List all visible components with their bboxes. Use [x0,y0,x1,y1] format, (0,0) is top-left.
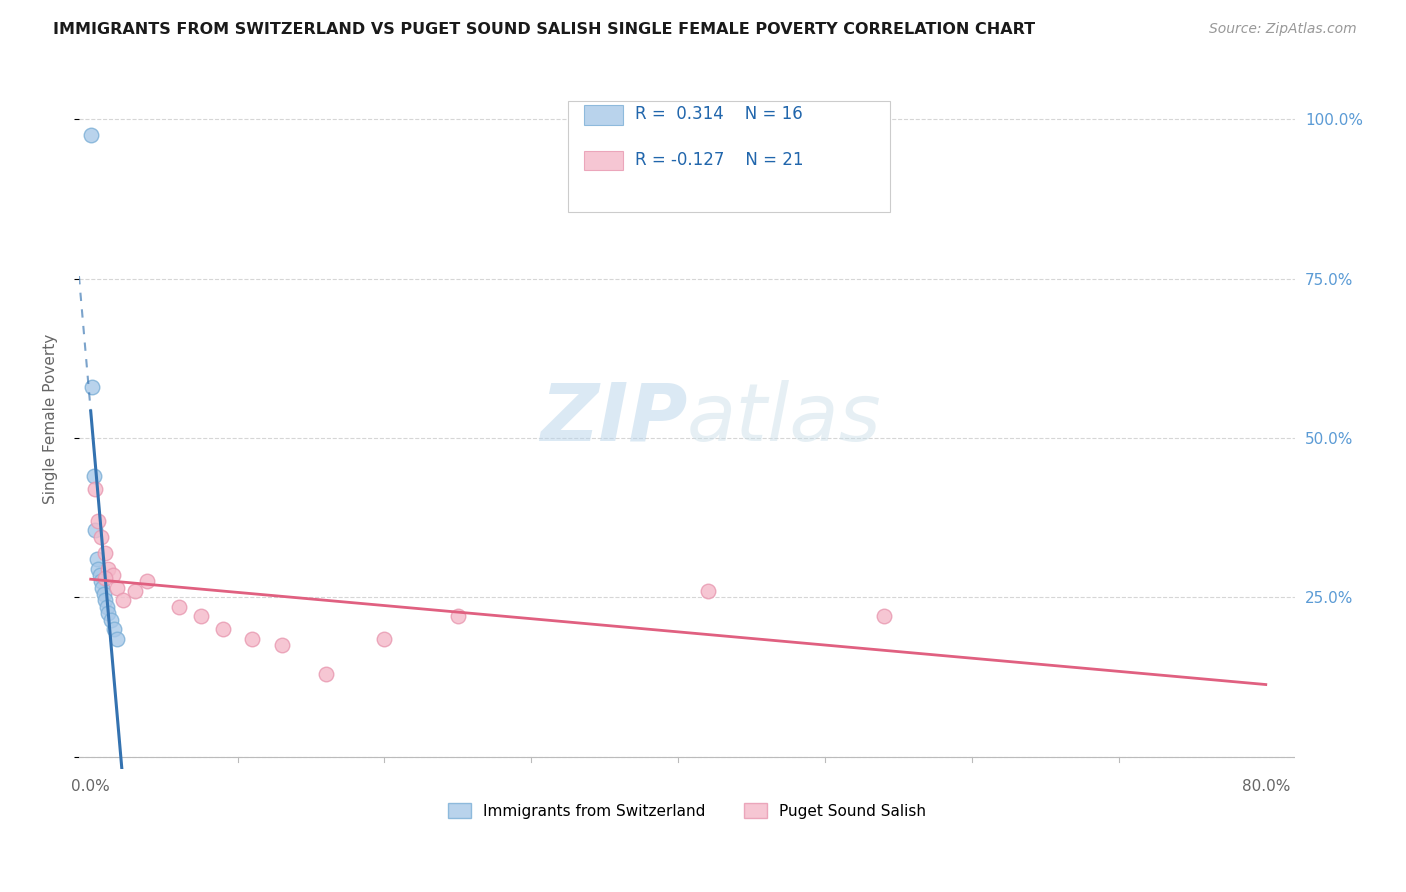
Point [111,593,134,607]
Point [93,587,115,601]
Point [270,638,292,652]
Point [80,128,103,143]
Text: R = -0.127    N = 21: R = -0.127 N = 21 [634,151,803,169]
Point [167,599,190,614]
Point [240,632,263,646]
Point [315,666,337,681]
Text: ZIP: ZIP [540,380,688,458]
FancyBboxPatch shape [583,105,623,125]
Point [447,609,470,624]
Point [135,574,157,589]
Point [103,622,125,636]
Point [101,568,124,582]
Point [97,606,120,620]
Point [105,632,128,646]
Point [91,581,114,595]
Point [82,380,104,394]
Point [96,599,118,614]
Text: IMMIGRANTS FROM SWITZERLAND VS PUGET SOUND SALISH SINGLE FEMALE POVERTY CORRELAT: IMMIGRANTS FROM SWITZERLAND VS PUGET SOU… [53,22,1036,37]
Point [90,574,112,589]
Point [87,514,110,528]
Text: Source: ZipAtlas.com: Source: ZipAtlas.com [1209,22,1357,37]
Y-axis label: Single Female Poverty: Single Female Poverty [44,334,58,504]
Point [190,609,212,624]
Point [90,530,112,544]
Point [373,632,395,646]
Point [97,561,120,575]
Point [212,622,235,636]
Point [873,609,896,624]
Text: R =  0.314    N = 16: R = 0.314 N = 16 [634,105,803,123]
FancyBboxPatch shape [568,102,890,212]
Point [83,469,105,483]
Point [94,571,117,585]
Point [696,583,718,598]
Point [105,581,128,595]
Point [100,613,122,627]
Point [89,568,111,582]
Point [84,482,107,496]
Point [94,546,117,560]
FancyBboxPatch shape [583,151,623,170]
Point [94,593,117,607]
Point [84,524,107,538]
Legend: Immigrants from Switzerland, Puget Sound Salish: Immigrants from Switzerland, Puget Sound… [441,797,932,825]
Point [124,583,146,598]
Text: atlas: atlas [688,380,882,458]
Point [87,561,110,575]
Point [86,552,108,566]
